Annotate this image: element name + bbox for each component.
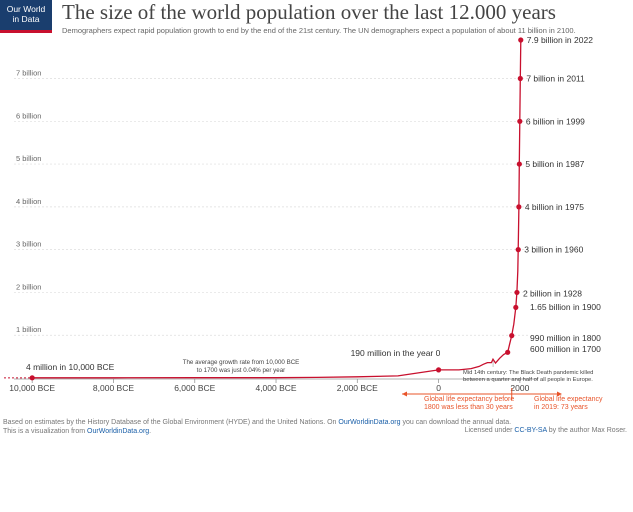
data-point — [513, 304, 519, 311]
life-expectancy-2019: in 2019: 73 years — [534, 404, 588, 411]
x-tick-label: 8,000 BCE — [93, 383, 134, 393]
arrow-head-icon — [557, 391, 562, 397]
growth-rate-note: to 1700 was just 0.04% per year — [197, 367, 285, 374]
license-author: by the author Max Roser. — [548, 427, 627, 434]
x-tick-label: 10,000 BCE — [9, 383, 55, 393]
x-tick-label: 0 — [436, 383, 441, 393]
data-label: 5 billion in 1987 — [525, 159, 584, 169]
footer-license: Licensed under CC-BY-SA by the author Ma… — [465, 427, 627, 434]
data-label: 2 billion in 1928 — [523, 288, 582, 298]
footer-visualization: This is a visualization from OurWorldinD… — [3, 428, 151, 435]
owid-logo[interactable]: Our World in Data — [0, 0, 52, 30]
data-point — [516, 204, 522, 210]
y-tick-label: 5 billion — [16, 154, 41, 163]
x-tick-label: 4,000 BCE — [255, 383, 296, 393]
x-tick-label: 2,000 BCE — [337, 383, 378, 393]
data-label: 4 billion in 1975 — [525, 202, 584, 212]
footer-visualization-link[interactable]: OurWorldinData.org — [87, 428, 150, 435]
population-chart: 1 billion 2 billion 3 billion 4 billion 5 bi… — [4, 35, 603, 411]
population-line — [32, 39, 522, 379]
data-label: 1.65 billion in 1900 — [530, 302, 601, 312]
footer-source-link[interactable]: OurWorldinData.org — [338, 419, 401, 426]
footer-visualization-text: This is a visualization from — [3, 428, 86, 435]
life-expectancy-1800: Global life expectancy before — [424, 396, 514, 403]
data-label: 7.9 billion in 2022 — [527, 35, 593, 45]
license-link[interactable]: CC-BY-SA — [514, 427, 547, 434]
data-label: 990 million in 1800 — [530, 333, 601, 343]
y-tick-label: 2 billion — [16, 282, 41, 291]
data-point — [435, 367, 442, 373]
data-point — [509, 333, 515, 339]
y-tick-label: 1 billion — [16, 325, 41, 334]
data-label: 7 billion in 2011 — [526, 74, 585, 84]
arrow-head-icon — [402, 391, 407, 397]
data-label: 4 million in 10,000 BCE — [26, 362, 115, 372]
data-point — [517, 118, 523, 124]
data-point — [514, 289, 520, 296]
chart-title: The size of the world population over th… — [62, 0, 556, 24]
y-tick-label: 6 billion — [16, 111, 41, 120]
logo-line-2: in Data — [12, 14, 40, 24]
growth-rate-note: The average growth rate from 10,000 BCE — [183, 359, 300, 366]
black-death-note: between a quarter and half of all people… — [463, 377, 593, 383]
data-points: 4 million in 10,000 BCE 190 million in th… — [26, 35, 601, 381]
data-label: 3 billion in 1960 — [524, 245, 583, 255]
x-axis: 10,000 BCE 8,000 BCE 6,000 BCE 4,000 BCE 2,0… — [9, 378, 538, 393]
footer-source-text: Based on estimates by the History Databa… — [3, 419, 337, 426]
data-point — [518, 37, 524, 43]
data-label: 190 million in the year 0 — [351, 348, 441, 358]
life-expectancy-2019: Global life expectancy — [534, 396, 603, 403]
data-point — [516, 161, 522, 167]
logo-accent-bar — [0, 30, 52, 33]
data-point — [29, 375, 35, 381]
data-label: 600 million in 1700 — [530, 344, 601, 354]
x-tick-label: 6,000 BCE — [174, 383, 215, 393]
annotations: The average growth rate from 10,000 BCEt… — [4, 359, 603, 411]
footer-source-text-end: you can download the annual data. — [402, 419, 512, 426]
data-label: 6 billion in 1999 — [526, 116, 585, 126]
gridlines: 1 billion 2 billion 3 billion 4 billion 5 bi… — [14, 69, 528, 336]
logo-line-1: Our World — [6, 4, 46, 14]
footer-visualization-end: . — [149, 428, 152, 435]
life-expectancy-1800: 1800 was less than 30 years — [424, 404, 513, 411]
y-tick-label: 3 billion — [16, 240, 41, 249]
y-tick-label: 4 billion — [16, 197, 41, 206]
black-death-note: Mid 14th century: The Black Death pandem… — [463, 370, 593, 376]
chart-subtitle: Demographers expect rapid population gro… — [62, 26, 576, 35]
footer-source: Based on estimates by the History Databa… — [3, 419, 511, 426]
x-tick-label: 2000 — [510, 383, 529, 393]
data-point — [515, 247, 521, 253]
y-tick-label: 7 billion — [16, 69, 41, 78]
data-point — [505, 349, 511, 355]
license-text: Licensed under — [464, 427, 513, 434]
data-point — [517, 75, 523, 82]
